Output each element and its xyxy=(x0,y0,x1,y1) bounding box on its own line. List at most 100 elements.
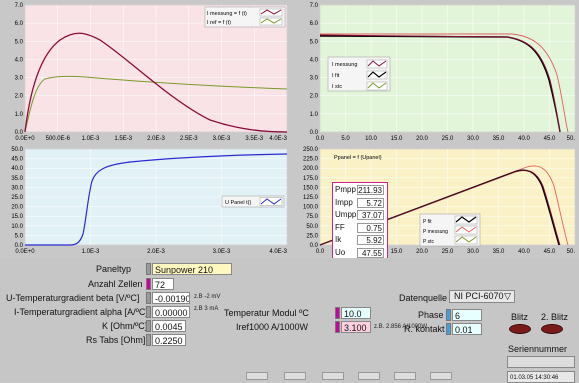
y-tick-label: 45.0 xyxy=(11,157,23,163)
legend-imessung-swatch xyxy=(260,9,282,15)
i-temp-field[interactable]: 0.00000 xyxy=(152,306,190,318)
y-tick-label: 3.0 xyxy=(310,76,319,82)
x-tick-label: 0.0E+0 xyxy=(15,249,35,255)
plot-voltage-vs-time-svg: 0.0 5.0 10.0 15.0 20.0 25.0 30.0 35.0 40.0 45.0 50… xyxy=(0,146,292,258)
y-tick-label: 50.0 xyxy=(11,147,23,153)
y-tick-label: 0.0 xyxy=(15,130,24,136)
result-label: Ik xyxy=(335,235,342,244)
rs-stepper[interactable] xyxy=(146,334,151,346)
temp-field[interactable]: 10.0 xyxy=(341,307,371,319)
x-tick-label: 5.0 xyxy=(341,136,350,142)
legend-imessung-label: I messung = f (t) xyxy=(207,11,247,17)
blitz-button[interactable] xyxy=(509,324,531,334)
seriennummer-field[interactable] xyxy=(507,356,575,368)
y-tick-label: 150.0 xyxy=(303,185,319,191)
legend-upanel-swatch xyxy=(260,198,282,205)
i-temp-note: z.B 3 mA xyxy=(194,306,219,312)
iref-field[interactable]: 3.100 xyxy=(341,321,371,333)
imessung-iv-curve xyxy=(319,34,561,133)
plot-current-vs-time: 0.0 1.0 2.0 3.0 4.0 5.0 6.0 7.0 0.0E+0 500.0E-6 1… xyxy=(0,0,292,146)
result-label: Umpp xyxy=(335,210,357,219)
imessung-curve xyxy=(24,32,288,133)
indicator-6 xyxy=(430,372,452,380)
datenquelle-select[interactable]: NI PCI-6070 ▽ xyxy=(449,290,515,303)
iref-curve xyxy=(24,75,288,133)
temp-stepper[interactable] xyxy=(335,307,340,319)
u-temp-label: U-Temperaturgradient beta [V/ºC] xyxy=(6,293,140,303)
x-tick-label: 45.0 xyxy=(544,249,556,255)
x-tick-label: 30.0 xyxy=(467,136,479,142)
legend-pstc-swatch xyxy=(455,236,477,243)
y-tick-label: 1.0 xyxy=(310,112,319,118)
plot-iv-curve: 0.0 1.0 2.0 3.0 4.0 5.0 6.0 7.0 0.0 5.0 10.0 15.0 2… xyxy=(292,0,579,146)
phase-label: Phase xyxy=(418,310,444,320)
k-label: K [Ohm/ºC] xyxy=(102,321,148,331)
legend-istc-swatch xyxy=(367,82,387,89)
legend-upanel-label: U Panel t() xyxy=(225,200,251,206)
rkontakt-field[interactable]: 0.01 xyxy=(452,323,482,335)
y-tick-label: 7.0 xyxy=(310,3,319,9)
i-temp-stepper[interactable] xyxy=(146,306,151,318)
result-value: 0.75 xyxy=(357,222,384,233)
y-tick-label: 0.0 xyxy=(15,243,24,249)
indicator-1 xyxy=(246,372,268,380)
y-tick-label: 5.0 xyxy=(310,39,319,45)
x-tick-label: 0.0E+0 xyxy=(15,136,35,142)
y-tick-label: 35.0 xyxy=(11,176,23,182)
plot-voltage-vs-time: 0.0 5.0 10.0 15.0 20.0 25.0 30.0 35.0 40.0 45.0 50… xyxy=(0,146,292,258)
u-temp-note: z.B -2 mV xyxy=(194,294,221,300)
result-value: 211.93 xyxy=(357,185,384,195)
u-temp-field[interactable]: -0.00190 xyxy=(152,292,190,304)
iref-note: z.B. 2.856 A/1000W xyxy=(374,324,428,330)
y-tick-label: 20.0 xyxy=(11,205,23,211)
x-tick-label: 30.0 xyxy=(467,249,479,255)
x-tick-label: 1.0E-3 xyxy=(82,136,100,142)
result-label: Uo xyxy=(335,247,346,257)
paneltyp-select[interactable]: Sunpower 210 xyxy=(152,263,232,275)
x-tick-label: 3.0E-3 xyxy=(213,249,231,255)
u-temp-stepper[interactable] xyxy=(146,292,151,304)
result-value: 5.72 xyxy=(357,197,384,208)
x-tick-label: 2.0E-3 xyxy=(147,136,165,142)
zellen-stepper[interactable] xyxy=(146,278,151,290)
x-tick-label: 0.0 xyxy=(316,249,325,255)
phase-field[interactable]: 6 xyxy=(452,309,482,321)
chevron-down-icon: ▽ xyxy=(504,291,511,301)
y-tick-label: 50.0 xyxy=(306,224,318,230)
blitz2-button[interactable] xyxy=(541,324,563,334)
result-row-impp: Impp 5.72 xyxy=(335,197,385,209)
result-label: Impp xyxy=(335,197,353,207)
plot-power-title: Ppanel = f (Upanel) xyxy=(334,155,382,161)
rs-field[interactable]: 0.2250 xyxy=(152,334,186,346)
legend-bottom-left xyxy=(221,195,285,208)
k-field[interactable]: 0.0045 xyxy=(152,320,186,332)
rkontakt-stepper[interactable] xyxy=(446,323,451,335)
istc-curve xyxy=(320,33,569,133)
y-tick-label: 250.0 xyxy=(303,147,319,153)
paneltyp-ring-arrow[interactable] xyxy=(146,263,151,275)
result-row-ff: FF 0.75 xyxy=(335,222,385,234)
phase-stepper[interactable] xyxy=(446,309,451,321)
x-tick-label: 45.0 xyxy=(544,136,556,142)
x-tick-label: 3.5E-3 xyxy=(245,136,263,142)
x-tick-label: 35.0 xyxy=(493,249,505,255)
blitz2-label: 2. Blitz xyxy=(541,312,569,322)
legend-pmessung-label: P messung xyxy=(423,229,448,235)
x-tick-label: 50. xyxy=(567,136,576,142)
zellen-field[interactable]: 72 xyxy=(152,278,174,290)
result-label: FF xyxy=(335,222,345,232)
x-tick-label: 20.0 xyxy=(416,249,428,255)
iref-stepper[interactable] xyxy=(335,321,340,333)
result-value: 5.92 xyxy=(357,235,384,245)
legend-pmessung-swatch xyxy=(455,226,477,233)
y-tick-label: 0.0 xyxy=(310,243,319,249)
y-tick-label: 75.0 xyxy=(306,214,318,220)
zellen-label: Anzahl Zellen xyxy=(88,279,143,289)
y-tick-label: 6.0 xyxy=(15,21,24,27)
result-value: 47.55 xyxy=(357,247,384,258)
legend-iref-swatch xyxy=(260,18,282,24)
result-label: Pmpp xyxy=(335,185,356,194)
k-stepper[interactable] xyxy=(146,320,151,332)
result-row-pmpp: Pmpp 211.93 xyxy=(335,185,385,196)
y-tick-label: 2.0 xyxy=(310,94,319,100)
